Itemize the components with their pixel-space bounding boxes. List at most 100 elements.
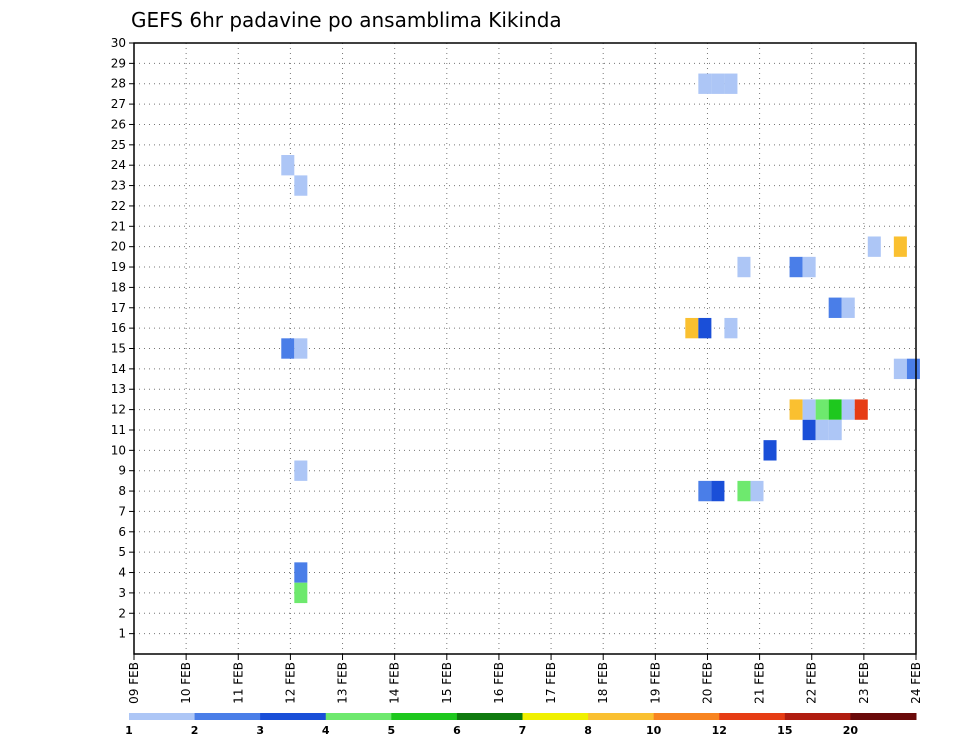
data-cell — [294, 338, 308, 359]
legend-label: 15 — [777, 724, 792, 737]
y-tick-label: 11 — [111, 423, 126, 437]
legend-swatch — [325, 713, 392, 720]
data-cell — [828, 399, 842, 420]
legend-label: 8 — [584, 724, 592, 737]
legend: 1 2 3 4 5 6 7 8 10 12 15 20 — [125, 713, 917, 737]
legend-swatch — [129, 713, 196, 720]
data-cell — [802, 419, 816, 441]
y-tick-label: 7 — [118, 504, 126, 518]
legend-swatch — [588, 713, 655, 720]
legend-swatch — [194, 713, 261, 720]
legend-swatch — [653, 713, 720, 720]
legend-label: 6 — [453, 724, 461, 737]
data-cell — [828, 297, 842, 318]
legend-swatch — [456, 713, 523, 720]
data-cell — [893, 358, 907, 380]
legend-label: 3 — [256, 724, 264, 737]
data-cell — [281, 155, 295, 176]
x-tick-label: 17 FEB — [544, 662, 558, 704]
data-cell — [724, 73, 738, 94]
data-cell — [698, 73, 712, 94]
legend-label: 10 — [646, 724, 662, 737]
data-cell — [815, 399, 829, 420]
legend-label: 20 — [843, 724, 859, 737]
y-tick-label: 9 — [118, 464, 126, 478]
data-cell — [763, 440, 777, 461]
y-tick-label: 14 — [111, 362, 126, 376]
data-cell — [711, 73, 725, 94]
data-cell — [294, 562, 308, 583]
y-tick-label: 27 — [111, 97, 126, 111]
data-cell — [789, 399, 803, 420]
data-cell — [294, 175, 308, 196]
x-tick-label: 21 FEB — [753, 662, 767, 704]
data-cell — [737, 256, 751, 278]
y-tick-label: 18 — [111, 280, 126, 294]
y-tick-label: 5 — [118, 545, 126, 559]
y-tick-label: 24 — [111, 158, 126, 172]
y-tick-label: 17 — [111, 301, 126, 315]
y-tick-label: 12 — [111, 403, 126, 417]
y-tick-label: 10 — [111, 443, 126, 457]
x-tick-label: 22 FEB — [805, 662, 819, 704]
grid-lines — [134, 42, 916, 654]
y-tick-label: 4 — [118, 566, 126, 580]
y-tick-label: 29 — [111, 56, 126, 70]
data-cell — [841, 297, 855, 318]
y-tick-label: 2 — [118, 606, 126, 620]
y-tick-label: 23 — [111, 179, 126, 193]
x-tick-label: 09 FEB — [127, 662, 141, 704]
x-tick-label: 24 FEB — [909, 662, 923, 704]
axes: 1234567891011121314151617181920212223242… — [111, 36, 923, 704]
y-tick-label: 28 — [111, 77, 126, 91]
legend-swatch — [850, 713, 917, 720]
y-tick-label: 13 — [111, 382, 126, 396]
legend-label: 1 — [125, 724, 133, 737]
data-cell — [685, 317, 699, 339]
legend-swatch — [391, 713, 458, 720]
data-cell — [294, 460, 308, 481]
x-tick-label: 13 FEB — [336, 662, 350, 704]
data-cell — [789, 256, 803, 278]
y-tick-label: 26 — [111, 117, 126, 131]
data-cell — [711, 480, 725, 502]
y-tick-label: 21 — [111, 219, 126, 233]
x-tick-label: 15 FEB — [440, 662, 454, 704]
data-cell — [828, 419, 842, 441]
legend-label: 7 — [519, 724, 527, 737]
legend-label: 5 — [388, 724, 396, 737]
x-tick-label: 20 FEB — [700, 662, 714, 704]
data-cell — [841, 399, 855, 420]
chart-title: GEFS 6hr padavine po ansamblima Kikinda — [131, 8, 562, 32]
y-tick-label: 8 — [118, 484, 126, 498]
y-tick-label: 20 — [111, 240, 126, 254]
y-tick-label: 15 — [111, 342, 126, 356]
data-cells — [281, 73, 920, 604]
data-cell — [906, 358, 920, 380]
data-cell — [802, 256, 816, 278]
x-tick-label: 19 FEB — [648, 662, 662, 704]
data-cell — [750, 480, 764, 502]
y-tick-label: 16 — [111, 321, 126, 335]
y-tick-label: 1 — [118, 627, 126, 641]
data-cell — [854, 399, 868, 420]
data-cell — [698, 317, 712, 339]
legend-swatch — [719, 713, 786, 720]
legend-swatch — [260, 713, 327, 720]
legend-swatch — [784, 713, 851, 720]
y-tick-label: 25 — [111, 138, 126, 152]
legend-label: 12 — [712, 724, 727, 737]
data-cell — [815, 419, 829, 441]
legend-label: 2 — [191, 724, 199, 737]
legend-label: 4 — [322, 724, 330, 737]
data-cell — [867, 236, 881, 257]
x-tick-label: 14 FEB — [388, 662, 402, 704]
data-cell — [698, 480, 712, 502]
x-tick-label: 18 FEB — [596, 662, 610, 704]
x-tick-label: 23 FEB — [857, 662, 871, 704]
data-cell — [893, 236, 907, 257]
x-tick-label: 16 FEB — [492, 662, 506, 704]
data-cell — [737, 480, 751, 502]
y-tick-label: 6 — [118, 525, 126, 539]
